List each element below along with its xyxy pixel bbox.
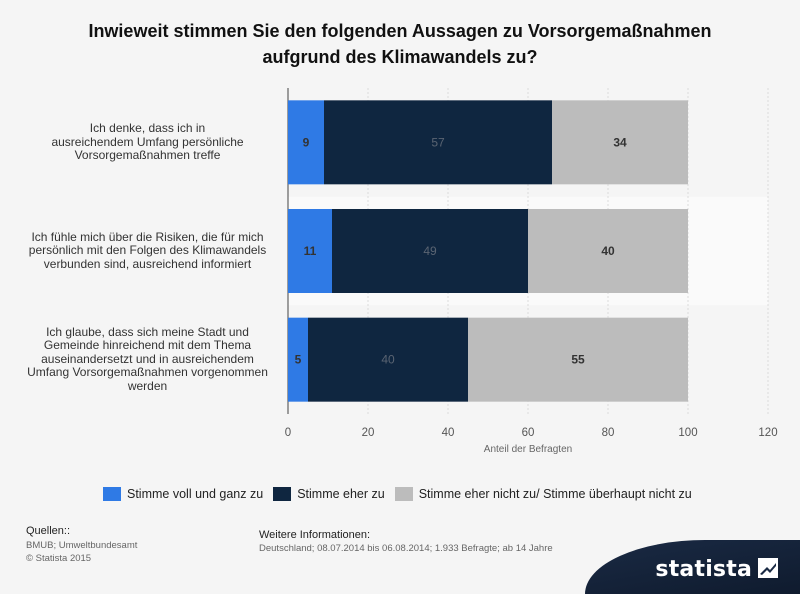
chart-plot: 0 20 40 60 80 100 120 9 57 34 11 49 40 5 40 55 <box>285 88 778 439</box>
bar-1-row-1 <box>288 100 324 185</box>
legend-swatch-nicht <box>394 487 413 501</box>
bar-2-row-2 <box>332 209 528 293</box>
x-tick-label-120: 120 <box>758 427 777 439</box>
category-label-1: Ich denke, dass ich in ausreichendem Umfa… <box>20 122 275 163</box>
category-label-2-line-3: verbunden sind, ausreichend informiert <box>43 256 252 271</box>
legend-swatch-voll <box>103 487 121 501</box>
bar-1-row-2 <box>288 209 332 293</box>
chart-title-line-1: Inwieweit stimmen Sie den folgenden Auss… <box>88 21 712 41</box>
category-label-1-line-3: Vorsorgemaßnahmen treffe <box>74 148 221 163</box>
data-label-1-row-3: 5 <box>295 353 302 367</box>
x-tick-label-60: 60 <box>522 427 535 439</box>
bar-1-row-3 <box>288 317 308 402</box>
source-line-1: BMUB; Umweltbundesamt <box>26 539 138 551</box>
category-label-2-line-1: Ich fühle mich über die Risiken, die für… <box>31 229 264 244</box>
data-label-3-row-1: 34 <box>613 135 627 149</box>
category-label-1-line-1: Ich denke, dass ich in <box>89 121 206 136</box>
x-tick-label-0: 0 <box>285 427 291 439</box>
sources-block: Quellen:: BMUB; Umweltbundesamt © Statis… <box>26 525 137 566</box>
category-label-3-line-3: auseinandersetzt und in ausreichendem <box>41 351 254 366</box>
statista-brand[interactable]: statista <box>585 540 800 594</box>
legend-label-eher: Stimme eher zu <box>297 487 385 501</box>
info-text: Deutschland; 08.07.2014 bis 06.08.2014; … <box>259 543 553 554</box>
category-label-3-line-4: Umfang Vorsorgemaßnahmen vorgenommen <box>27 365 268 380</box>
chart-title-line-2: aufgrund des Klimawandels zu? <box>262 47 538 67</box>
bar-2-row-3 <box>308 317 468 402</box>
statista-wordmark: statista <box>655 557 752 582</box>
data-label-2-row-1: 57 <box>431 135 445 149</box>
legend: Stimme voll und ganz zu Stimme eher zu S… <box>103 486 702 502</box>
legend-label-voll: Stimme voll und ganz zu <box>127 487 264 501</box>
category-label-1-line-2: ausreichendem Umfang persönliche <box>51 134 244 149</box>
x-tick-label-100: 100 <box>678 427 697 439</box>
category-label-3-line-1: Ich glaube, dass sich meine Stadt und <box>46 324 249 339</box>
x-axis-title: Anteil der Befragten <box>483 444 573 455</box>
category-label-3: Ich glaube, dass sich meine Stadt und Gem… <box>20 324 275 394</box>
legend-item-nicht[interactable]: Stimme eher nicht zu/ Stimme überhaupt n… <box>394 487 692 501</box>
category-label-2: Ich fühle mich über die Risiken, die für… <box>20 229 275 272</box>
category-label-3-line-2: Gemeinde hinreichend mit dem Thema <box>43 338 252 353</box>
x-tick-label-80: 80 <box>602 427 615 439</box>
info-block: Weitere Informationen: Deutschland; 08.0… <box>259 528 553 556</box>
category-label-2-line-2: persönlich mit den Folgen des Klimawande… <box>28 243 267 258</box>
legend-item-voll[interactable]: Stimme voll und ganz zu <box>103 487 263 501</box>
bar-3-row-1 <box>552 100 688 185</box>
sources-heading: Quellen:: <box>26 525 71 537</box>
legend-label-nicht: Stimme eher nicht zu/ Stimme überhaupt n… <box>418 487 692 501</box>
bar-3-row-2 <box>528 209 688 293</box>
x-tick-label-20: 20 <box>362 427 375 439</box>
category-label-3-line-5: werden <box>127 378 168 393</box>
info-heading[interactable]: Weitere Informationen: <box>259 529 371 541</box>
source-line-2: © Statista 2015 <box>26 553 92 564</box>
data-label-1-row-2: 11 <box>304 244 317 258</box>
chart-title: Inwieweit stimmen Sie den folgenden Auss… <box>0 18 800 70</box>
bar-3-row-3 <box>468 317 688 402</box>
bar-2-row-1 <box>324 100 552 185</box>
data-label-1-row-1: 9 <box>303 135 310 149</box>
legend-swatch-eher <box>273 487 292 501</box>
legend-item-eher[interactable]: Stimme eher zu <box>273 487 385 501</box>
data-label-3-row-3: 55 <box>571 353 585 367</box>
data-label-3-row-2: 40 <box>601 244 615 258</box>
data-label-2-row-3: 40 <box>381 353 395 367</box>
data-label-2-row-2: 49 <box>423 244 437 258</box>
x-tick-label-40: 40 <box>442 427 455 439</box>
statista-logo-icon <box>758 558 778 578</box>
